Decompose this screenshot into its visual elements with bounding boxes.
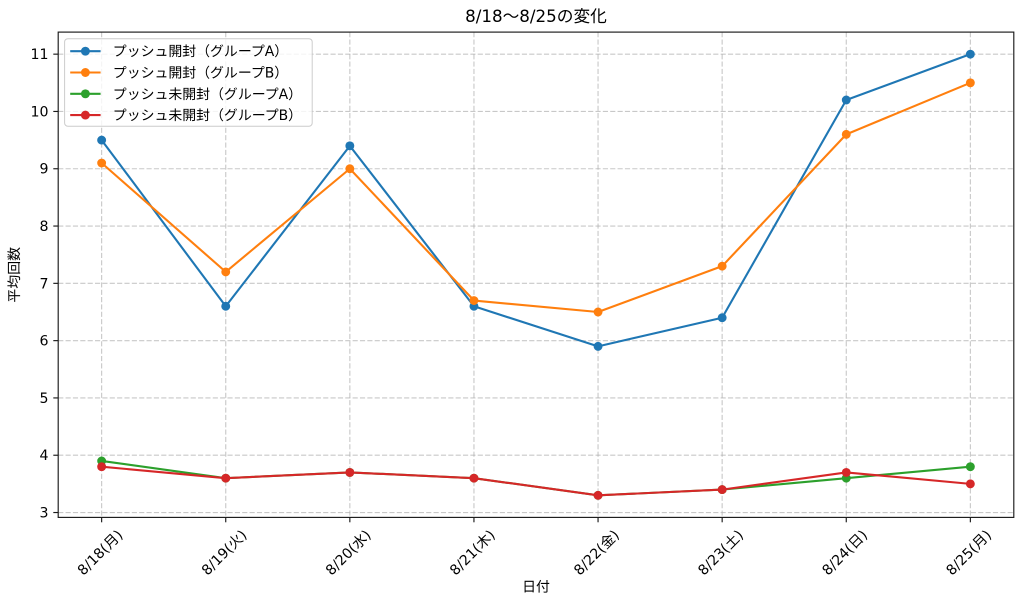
data-point-marker [469, 473, 479, 483]
data-point-marker [221, 301, 231, 311]
legend-frame [64, 38, 313, 127]
y-tick-label-8: 8 [40, 216, 49, 236]
plot-border [57, 31, 1015, 518]
x-tick-label-0820: 8/20(水) [321, 525, 375, 579]
series-path [100, 81, 971, 314]
data-point-marker [97, 158, 107, 168]
x-tick-labels: 8/18(月) 8/19(火) 8/20(水) 8/21(木) 8/22(金) … [73, 525, 996, 579]
data-point-marker [841, 129, 851, 139]
data-point-marker [97, 135, 107, 145]
data-point-marker [345, 164, 355, 174]
y-tick-label-4: 4 [40, 445, 49, 465]
legend-item-group-a-unopened: プッシュ未開封（グループA） [70, 84, 302, 104]
series-path [101, 465, 971, 497]
x-tick-label-text: 8/24(日) [817, 525, 871, 579]
y-tick-labels: 3 4 5 6 7 8 9 10 11 [31, 44, 49, 522]
y-tick-label-5: 5 [40, 388, 49, 408]
x-tick-label-text: 8/19(火) [197, 525, 251, 579]
data-point-marker [965, 462, 975, 472]
y-tick-label-3: 3 [40, 502, 49, 522]
legend-marker [80, 68, 90, 77]
x-tick-label-0823: 8/23(土) [693, 525, 747, 579]
series-layer [97, 49, 975, 500]
data-point-marker [965, 49, 975, 59]
x-tick-label-0825: 8/25(月) [941, 525, 995, 579]
y-tick-label-9: 9 [40, 159, 49, 179]
data-point-marker [965, 479, 975, 489]
x-tick-label-0824: 8/24(日) [817, 525, 871, 579]
x-axis-label: 日付 [522, 576, 550, 596]
x-tick-label-0818: 8/18(月) [73, 525, 127, 579]
x-tick-label-text: 8/25(月) [941, 525, 995, 579]
data-point-marker [841, 95, 851, 105]
legend-marker [80, 110, 90, 120]
data-point-marker [345, 467, 355, 477]
y-tick-label-10: 10 [31, 101, 49, 121]
x-tick-label-0819: 8/19(火) [197, 525, 251, 579]
data-point-marker [717, 261, 727, 271]
legend: プッシュ開封（グループA） プッシュ開封（グループB） プッシュ未開封（グループ… [64, 38, 313, 127]
legend-item-group-b-unopened: プッシュ未開封（グループB） [70, 105, 302, 125]
legend-item-group-b-opened: プッシュ開封（グループB） [70, 63, 288, 83]
legend-label: プッシュ開封（グループA） [113, 41, 288, 61]
y-tick-label-6: 6 [40, 331, 49, 351]
data-point-marker [593, 341, 603, 351]
series-path [100, 53, 971, 348]
series-line-group-b-unopened [97, 462, 975, 500]
data-point-marker [345, 141, 355, 151]
y-tick-label-11: 11 [31, 44, 49, 64]
chart-title: 8/18～8/25の変化 [465, 3, 607, 27]
data-point-marker [97, 462, 107, 472]
x-tick-label-text: 8/23(土) [693, 525, 747, 579]
data-point-marker [593, 490, 603, 500]
x-tick-label-0822: 8/22(金) [569, 525, 623, 579]
x-tick-label-text: 8/20(水) [321, 525, 375, 579]
x-tick-label-text: 8/22(金) [569, 525, 623, 579]
data-point-marker [717, 485, 727, 495]
legend-marker [80, 46, 90, 56]
data-point-marker [221, 267, 231, 277]
series-line-group-b-opened [97, 78, 975, 317]
data-point-marker [717, 313, 727, 323]
data-point-marker [841, 467, 851, 477]
data-point-marker [965, 78, 975, 88]
x-tick-label-text: 8/21(木) [445, 525, 499, 579]
legend-label: プッシュ未開封（グループB） [113, 105, 302, 125]
data-point-marker [221, 473, 231, 483]
tick-marks [53, 53, 971, 523]
data-point-marker [593, 307, 603, 317]
x-tick-label-0821: 8/21(木) [445, 525, 499, 579]
y-axis-label: 平均回数 [4, 247, 24, 303]
x-tick-label-text: 8/18(月) [73, 525, 127, 579]
legend-label: プッシュ未開封（グループA） [113, 84, 302, 104]
y-tick-label-7: 7 [40, 273, 49, 293]
legend-marker [80, 89, 90, 99]
data-point-marker [469, 296, 479, 305]
legend-item-group-a-opened: プッシュ開封（グループA） [70, 41, 288, 61]
legend-label: プッシュ開封（グループB） [113, 63, 288, 83]
